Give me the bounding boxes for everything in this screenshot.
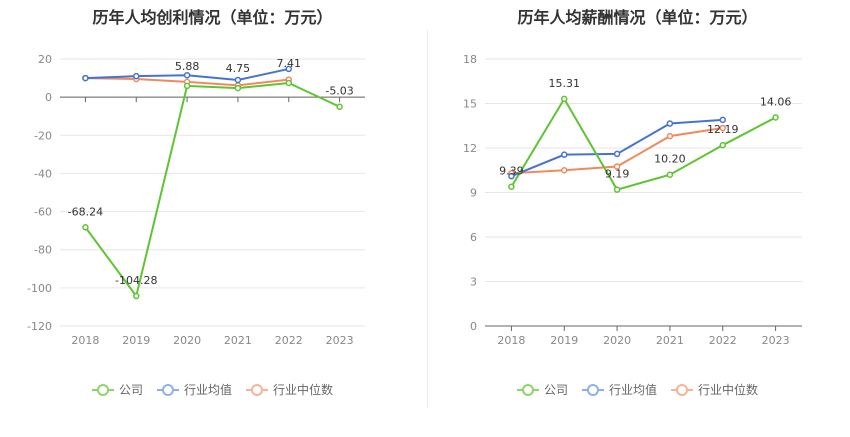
y-tick-label: 0 [470,320,477,333]
data-label: 10.20 [654,153,686,166]
data-point [772,114,779,121]
legend-line-icon [246,383,268,396]
data-label: -104.28 [115,274,157,287]
legend-label: 行业均值 [183,383,232,397]
data-point [508,183,515,190]
panel-divider [427,30,428,408]
y-tick-label: 3 [470,276,477,289]
legend-label: 公司 [118,383,143,397]
y-tick-label: 9 [470,187,477,200]
x-tick-label: 2020 [603,334,631,347]
data-label: 15.31 [549,77,581,90]
profit-chart-svg: 20 0 -20 -40 -60 -80 -100 -120 2018 2019 2020 2021 2… [27,53,365,347]
data-point [719,141,726,149]
salary-chart-panel: 历年人均薪酬情况（单位：万元） 18 15 12 9 6 3 0 2018 2019 2020 20… [425,0,850,437]
data-point [719,124,726,132]
data-point [719,116,726,124]
data-label: 9.39 [499,165,524,178]
data-point [666,132,674,140]
chart-title: 历年人均创利情况（单位：万元） [92,8,333,27]
data-point [133,292,140,300]
y-tick-label: -120 [27,320,52,333]
data-point [82,74,89,82]
x-tick-label: 2019 [122,334,150,347]
data-label: -68.24 [68,205,103,218]
legend-item-industry-median[interactable]: 行业中位数 [246,381,333,398]
legend-line-icon [91,383,114,396]
data-point [561,151,568,158]
data-label: 4.75 [226,62,251,75]
x-tick-label: 2018 [497,334,525,347]
y-tick-label: -60 [34,206,52,219]
data-point [508,172,515,180]
data-point [613,150,621,158]
series-line [510,96,777,191]
data-point [336,103,343,110]
profit-chart-panel: 历年人均创利情况（单位：万元） 20 0 -20 -40 -60 -80 -100 -120 2… [0,8,425,398]
y-tick-label: 6 [470,231,477,244]
x-tick-label: 2021 [656,334,684,347]
data-label: 5.88 [175,60,200,73]
y-tick-label: 12 [463,142,477,155]
data-label: -5.03 [325,85,353,98]
x-tick-label: 2020 [173,334,201,347]
data-point [234,84,242,92]
data-point [234,76,242,84]
data-point [285,65,292,73]
chart-legend: 公司 行业均值 行业中位数 [425,381,850,398]
y-tick-label: -40 [34,167,52,180]
data-point [183,71,191,79]
y-tick-label: -80 [34,244,52,257]
data-point [666,171,674,178]
legend-label: 行业均值 [608,383,657,397]
data-point [561,167,568,174]
data-point [613,163,621,170]
legend-label: 行业中位数 [273,383,334,397]
data-point [285,79,292,87]
y-tick-label: 0 [45,91,52,104]
y-tick-label: 20 [38,53,52,66]
x-tick-label: 2018 [71,334,99,347]
y-tick-label: -100 [27,282,52,295]
chart-title: 历年人均薪酬情况（单位：万元） [517,8,758,27]
data-label: 7.41 [277,57,302,70]
data-point [133,72,140,80]
data-label: 14.06 [760,95,792,108]
data-point [613,186,621,193]
legend-label: 公司 [543,383,568,397]
x-tick-label: 2019 [550,334,578,347]
data-point [183,82,191,90]
legend-item-industry-average[interactable]: 行业均值 [581,381,657,398]
legend-item-company[interactable]: 公司 [516,381,568,398]
legend-line-icon [516,383,539,396]
data-label: 9.19 [605,168,630,181]
legend-line-icon [156,383,179,396]
legend-item-industry-median[interactable]: 行业中位数 [671,381,758,398]
x-tick-label: 2023 [326,334,354,347]
x-tick-label: 2023 [762,334,790,347]
x-tick-label: 2022 [709,334,737,347]
data-point [666,120,674,127]
legend-line-icon [581,383,604,396]
y-tick-label: 18 [463,53,477,66]
x-tick-label: 2021 [224,334,252,347]
legend-line-icon [671,383,693,396]
legend-label: 行业中位数 [698,383,759,397]
series-line [84,81,341,299]
data-point [561,95,568,103]
legend-item-industry-average[interactable]: 行业均值 [156,381,232,398]
chart-legend: 公司 行业均值 行业中位数 [0,381,425,398]
y-tick-label: -20 [34,129,52,142]
legend-item-company[interactable]: 公司 [91,381,143,398]
y-tick-label: 15 [463,98,477,111]
data-point [82,224,89,231]
data-label: 12.19 [707,123,739,136]
salary-chart-svg: 18 15 12 9 6 3 0 2018 2019 2020 2021 2022 2023 9.39 15… [463,53,802,347]
x-tick-label: 2022 [275,334,303,347]
